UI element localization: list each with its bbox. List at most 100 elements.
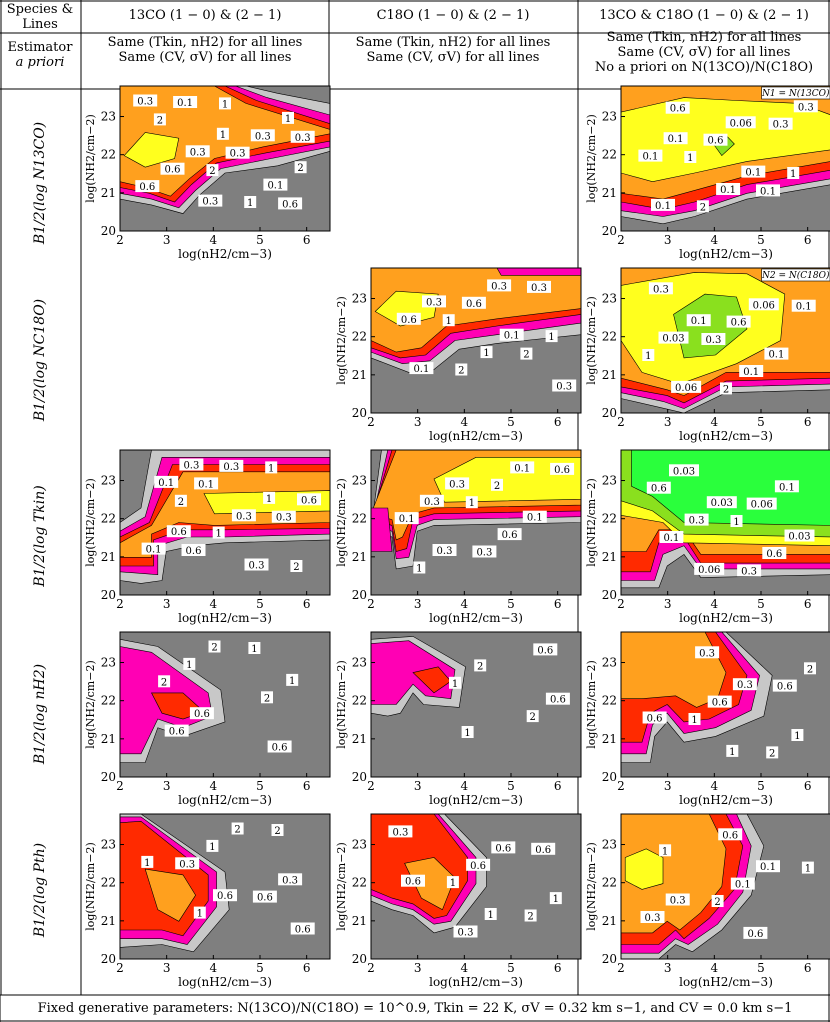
corner-header-estimator: Estimator a priori <box>0 40 80 70</box>
contour-label-bg <box>526 710 539 723</box>
contour-label-bg <box>419 494 444 507</box>
contour-label-bg <box>181 544 206 556</box>
contour-label: 1 <box>416 564 422 575</box>
contour-label-bg <box>480 346 493 359</box>
contour-label-bg <box>263 491 276 504</box>
contour-label: 0.1 <box>655 201 671 212</box>
y-tick-label: 21 <box>352 732 367 746</box>
panel-frame <box>370 631 582 778</box>
panel-regions: 0.1 0.1 0.06 0.06 0.03 0.1 0.3 0.6 1 2 0.1 0.3 <box>621 268 830 413</box>
contour-label: 0.6 <box>731 318 747 329</box>
contour-label: 0.1 <box>743 367 759 378</box>
contour-label-bg <box>133 94 158 107</box>
contour-label-bg <box>225 146 250 159</box>
contour-label: 1 <box>222 99 228 110</box>
contour-label-bg <box>766 746 779 759</box>
contour-label-bg <box>730 877 755 890</box>
y-tick-label: 21 <box>101 914 116 928</box>
contour-label: 0.3 <box>556 382 572 393</box>
panel-frame <box>620 813 830 960</box>
apriori-line: Same (CV, σV) for all lines <box>366 50 540 65</box>
contour-label-bg <box>206 164 219 177</box>
x-tick-label: 4 <box>461 597 469 611</box>
column-title-both: 13CO & C18O (1 − 0) & (2 − 1) <box>599 8 809 23</box>
contour-label-bg <box>413 561 426 574</box>
x-tick-label: 4 <box>210 597 218 611</box>
panel-frame <box>620 267 830 414</box>
contour-label-bg <box>725 116 756 129</box>
y-axis-label: log(NH2/cm−2) <box>335 842 348 931</box>
row-label-pth: B1/2(log Pth) <box>32 842 48 938</box>
contour-label: 0.6 <box>502 530 518 541</box>
contour-label-bg <box>648 282 673 295</box>
contour-label-bg <box>175 857 200 870</box>
y-tick-label: 20 <box>101 588 116 602</box>
x-tick-label: 5 <box>757 779 765 793</box>
contour-label: 0.6 <box>169 727 185 738</box>
column-title-c18o: C18O (1 − 0) & (2 − 1) <box>376 8 530 23</box>
contour-label-bg <box>219 97 231 110</box>
contour-label: 0.1 <box>796 302 812 313</box>
y-tick-label: 23 <box>352 474 367 488</box>
contour-label-bg <box>684 513 709 526</box>
x-tick-label: 4 <box>711 961 719 975</box>
x-tick-label: 3 <box>414 597 422 611</box>
contour-label-bg <box>497 528 522 541</box>
contour-label-bg <box>401 874 425 887</box>
x-tick-label: 2 <box>116 961 124 975</box>
contour-label: 0.06 <box>675 383 697 394</box>
contour-label: 0.3 <box>798 102 814 113</box>
x-tick-label: 3 <box>414 415 422 429</box>
x-tick-label: 6 <box>303 779 311 793</box>
x-tick-label: 3 <box>664 961 672 975</box>
y-tick-label: 21 <box>602 368 617 382</box>
contour-label-bg <box>791 299 816 312</box>
region-0.06-0.1 <box>433 456 581 503</box>
contour-label-bg <box>527 280 551 293</box>
contour-label-bg <box>748 298 779 311</box>
contour-label: 2 <box>527 912 533 923</box>
x-axis-label: log(nH2/cm−3) <box>178 975 272 989</box>
contour-label-bg <box>461 296 486 309</box>
y-tick-label: 22 <box>352 876 367 890</box>
contour-label: 0.06 <box>753 300 775 311</box>
contour-label: 0.6 <box>535 845 551 856</box>
contour-label-bg <box>711 895 724 907</box>
row-label-n13co: B1/2(log N13CO) <box>32 121 48 245</box>
x-tick-label: 2 <box>617 961 625 975</box>
contour-label-bg <box>726 744 739 757</box>
contour-label-bg <box>231 822 244 835</box>
panel-frame <box>119 631 331 778</box>
contour-label-bg <box>474 659 487 672</box>
x-tick-label: 5 <box>256 779 264 793</box>
corner-estimator-text: Estimator <box>7 40 73 55</box>
contour-label: 0.6 <box>708 136 724 147</box>
x-tick-label: 6 <box>554 779 562 793</box>
apriori-line: Same (Tkin, nH2) for all lines <box>606 30 802 45</box>
contour-label-bg <box>787 167 800 179</box>
contour-label: 2 <box>297 163 303 174</box>
y-tick-label: 21 <box>352 550 367 564</box>
contour-label: 1 <box>209 842 215 853</box>
x-tick-label: 3 <box>664 415 672 429</box>
contour-label-bg <box>739 365 764 377</box>
x-axis-label: log(nH2/cm−3) <box>178 793 272 807</box>
y-axis-label: log(NH2/cm−2) <box>585 114 598 203</box>
y-tick-label: 21 <box>101 186 116 200</box>
contour-label-bg <box>166 525 191 538</box>
contour-label: 1 <box>729 747 735 758</box>
x-tick-label: 3 <box>163 779 171 793</box>
contour-label: 0.6 <box>186 546 202 557</box>
contour-label: 0.6 <box>171 527 187 538</box>
contour-label-bg <box>271 824 284 836</box>
x-tick-label: 5 <box>256 961 264 975</box>
y-tick-label: 20 <box>101 770 116 784</box>
panel-frame <box>119 813 331 960</box>
contour-panel: 0.3120.310.30.10.10.30.6120.30.610.320.6… <box>84 85 331 261</box>
x-tick-label: 3 <box>163 961 171 975</box>
x-tick-label: 2 <box>367 961 375 975</box>
panel-regions: 0.03 0.03 0.06 0.1 0.3 0.6 0.03 0.06 0.1 0.3 0.6 1 <box>621 450 830 595</box>
x-tick-label: 4 <box>711 779 719 793</box>
contour-label-bg <box>153 113 166 126</box>
